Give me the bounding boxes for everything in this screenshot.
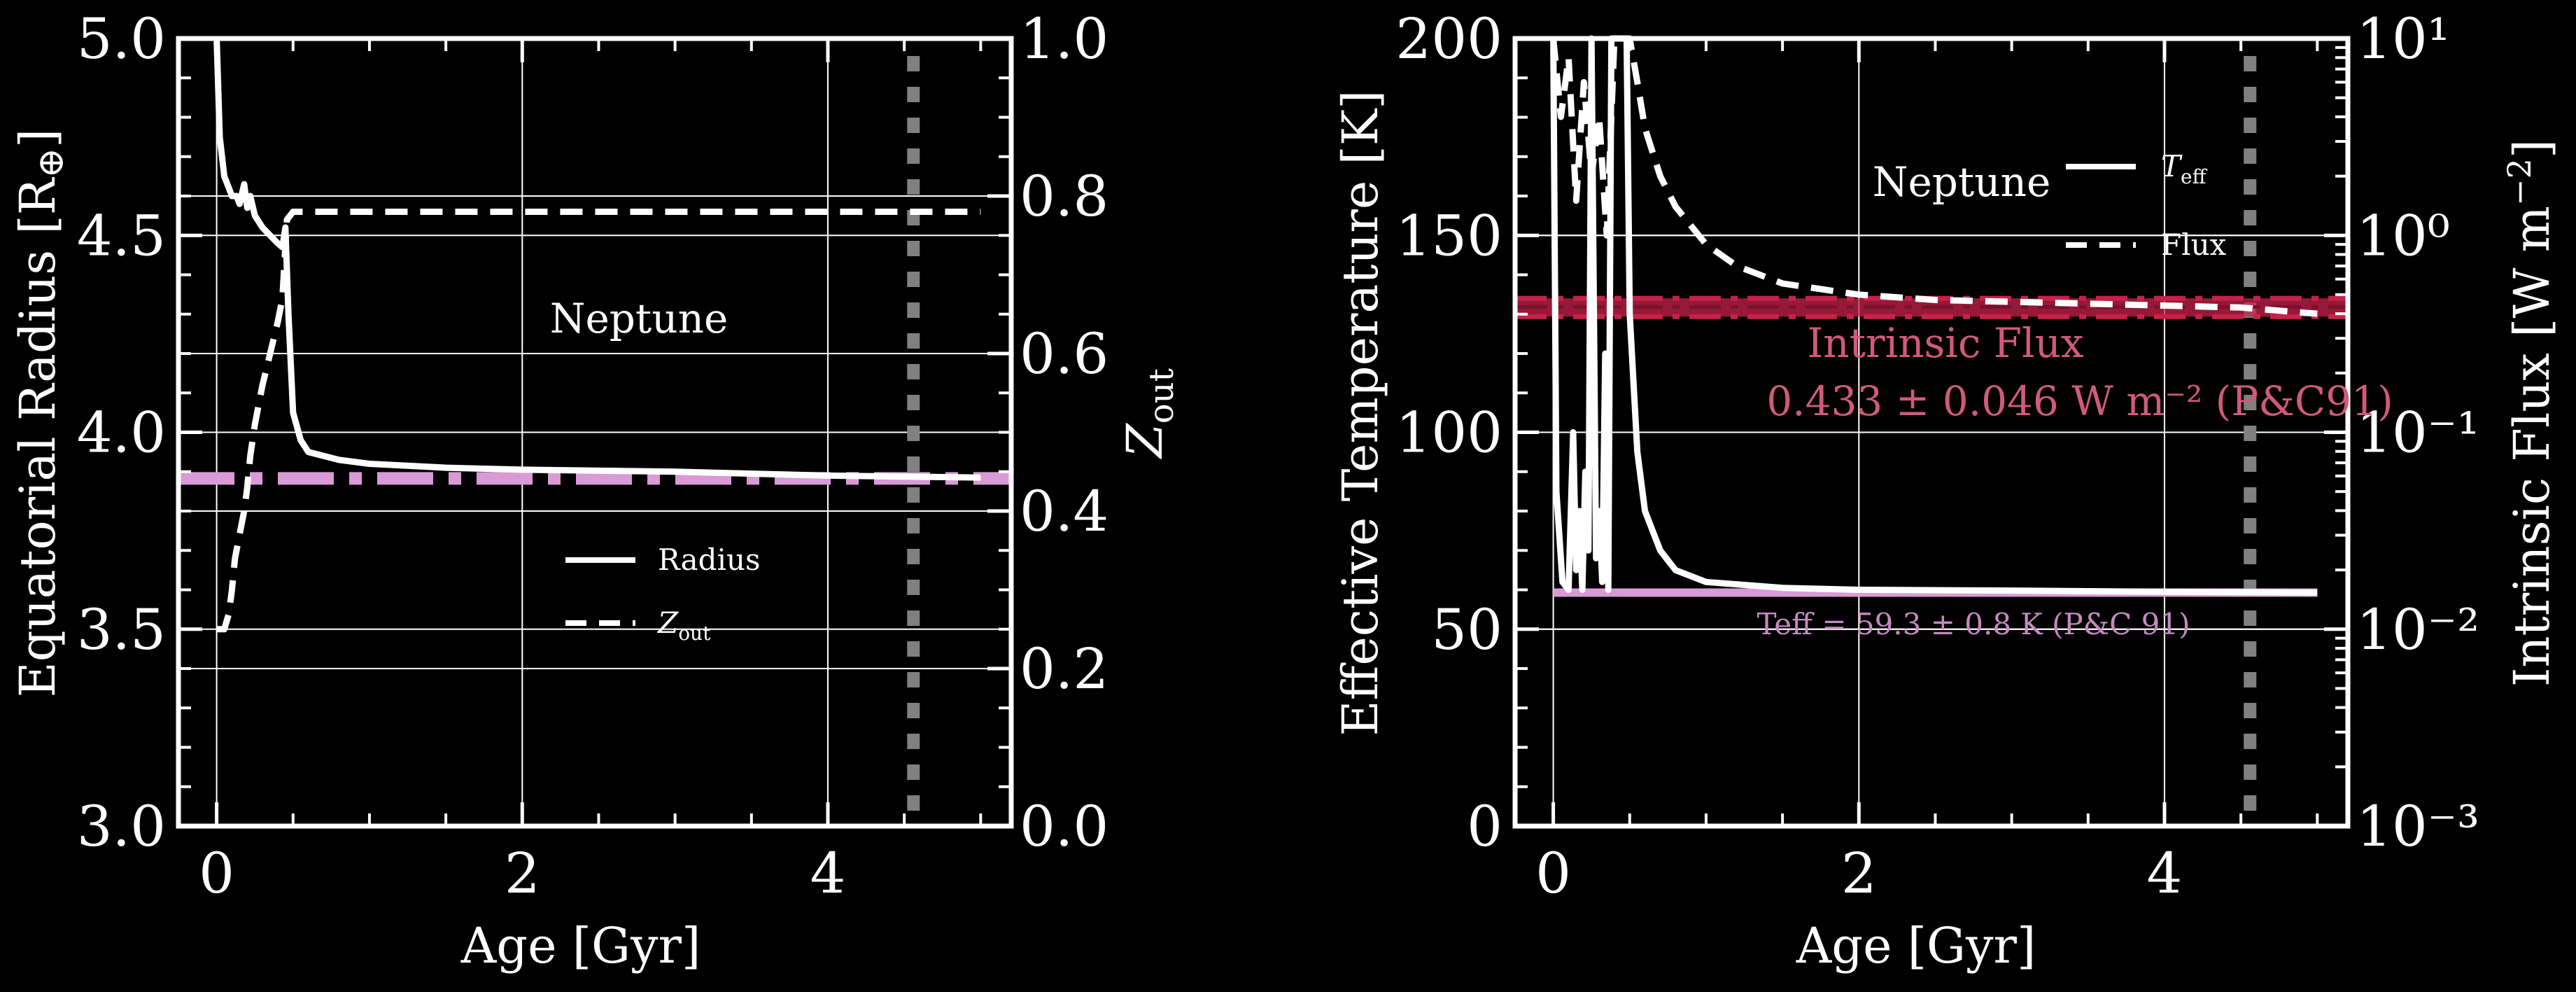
- x-tick-label: 4: [810, 841, 846, 906]
- radius-x-axis-label: Age [Gyr]: [460, 917, 701, 974]
- x-tick-label: 0: [1535, 841, 1571, 906]
- x-tick-label: 0: [199, 841, 234, 906]
- temperature-series: [1550, 35, 2318, 596]
- temperature-axis-ticks: 0 2 4 0 50 100 150 200 10⁻³ 10⁻² 10⁻¹ 10⁰ 10¹: [1395, 6, 2479, 906]
- radius-y-axis-label: Equatorial Radius [R⊕]: [9, 129, 72, 698]
- series-flux-line: [1550, 35, 2318, 317]
- radius-axis-ticks: 0 2 4 3.0 3.5 4.0 4.5 5.0 0.0 0.2 0.4 0.6 0.8 1.0: [77, 6, 1108, 906]
- y-tick-label: 0: [1467, 794, 1502, 859]
- radius-legend: Radius Zout: [565, 543, 761, 645]
- intrinsic-flux-label-value: 0.433 ± 0.046 W m⁻² (P&C91): [1766, 377, 2393, 425]
- temperature-y-axis-label: Effective Temperature [K]: [1332, 90, 1389, 736]
- y-tick-label: 3.5: [77, 597, 166, 662]
- radius-series: [213, 38, 981, 633]
- legend-flux-label: Flux: [2161, 228, 2227, 262]
- y-tick-label: 4.0: [77, 400, 166, 466]
- y2-tick-label: 0.8: [1020, 164, 1108, 229]
- series-teff-line: [1550, 35, 2318, 596]
- radius-panel-annotation: Neptune: [550, 295, 729, 342]
- y2-tick-label: 0.4: [1020, 479, 1108, 544]
- y-tick-label: 3.0: [77, 794, 166, 859]
- y-tick-label: 200: [1395, 6, 1502, 71]
- x-tick-label: 2: [505, 841, 540, 906]
- y2-tick-label: 10⁰: [2356, 203, 2450, 268]
- temperature-panel-annotation: Neptune: [1873, 158, 2051, 206]
- y2-tick-label: 10⁻²: [2356, 597, 2479, 662]
- y2-tick-label: 10⁻¹: [2356, 400, 2479, 466]
- temperature-x-axis-label: Age [Gyr]: [1796, 917, 2036, 974]
- y-tick-label: 4.5: [77, 203, 166, 268]
- x-tick-label: 4: [2147, 841, 2183, 906]
- x-tick-label: 2: [1841, 841, 1877, 906]
- y2-tick-label: 10⁻³: [2356, 794, 2479, 859]
- radius-panel: 0 2 4 3.0 3.5 4.0 4.5 5.0 0.0 0.2 0.4 0.6 0.8 1.0 Nep…: [9, 6, 1181, 974]
- y-tick-label: 50: [1431, 597, 1502, 662]
- y2-tick-label: 0.0: [1020, 794, 1108, 859]
- y-tick-label: 150: [1395, 203, 1502, 268]
- y2-tick-label: 1.0: [1020, 6, 1108, 71]
- y2-tick-label: 0.6: [1020, 321, 1108, 386]
- series-radius-line: [213, 38, 981, 481]
- y-tick-label: 5.0: [77, 6, 166, 71]
- radius-reference-lines: [178, 56, 1011, 823]
- y2-tick-label: 10¹: [2356, 6, 2450, 71]
- intrinsic-flux-label-title: Intrinsic Flux: [1807, 319, 2083, 367]
- temperature-panel: 0 2 4 0 50 100 150 200 10⁻³ 10⁻² 10⁻¹ 10⁰ 10¹ Neptun…: [1332, 6, 2561, 974]
- series-zout-line: [216, 209, 981, 633]
- y-tick-label: 100: [1395, 400, 1502, 466]
- y2-tick-label: 0.2: [1020, 636, 1108, 701]
- legend-radius-label: Radius: [658, 543, 761, 577]
- temperature-y2-axis-label: Intrinsic Flux [W m−2]: [2500, 139, 2561, 687]
- teff-reference-label: Teff = 59.3 ± 0.8 K (P&C 91): [1757, 607, 2190, 641]
